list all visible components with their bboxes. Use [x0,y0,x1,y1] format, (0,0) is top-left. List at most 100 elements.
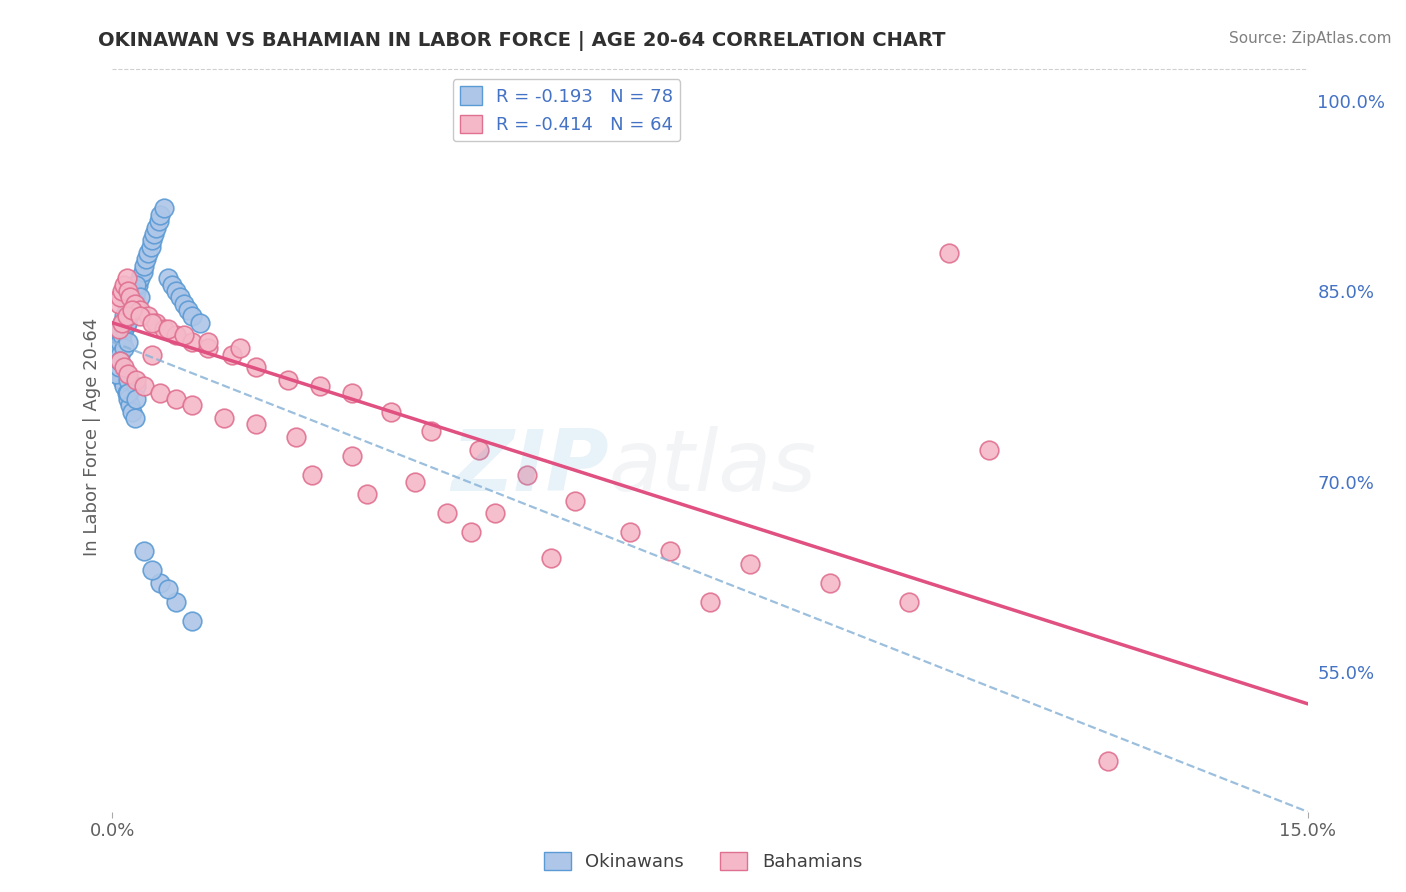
Point [124,297,146,311]
Point [124,411,146,425]
Point [162,277,183,292]
Point [229,341,252,355]
Point [516,468,538,483]
Point [132,265,155,279]
Legend: R = -0.193   N = 78, R = -0.414   N = 64: R = -0.193 N = 78, R = -0.414 N = 64 [453,79,681,141]
Point [118,398,141,412]
Text: ZIP: ZIP [451,425,609,508]
Point [165,595,187,609]
Point [340,449,363,463]
Point [356,487,378,501]
Point [818,576,841,591]
Point [110,347,132,361]
Point [108,322,131,336]
Point [165,392,187,406]
Point [117,334,139,349]
Point [149,208,172,222]
Point [142,227,165,241]
Point [188,316,211,330]
Point [127,277,149,292]
Point [111,284,134,298]
Point [699,595,721,609]
Point [114,322,135,336]
Text: OKINAWAN VS BAHAMIAN IN LABOR FORCE | AGE 20-64 CORRELATION CHART: OKINAWAN VS BAHAMIAN IN LABOR FORCE | AG… [98,31,946,51]
Point [277,373,299,387]
Point [118,303,141,318]
Point [301,468,323,483]
Point [110,354,132,368]
Point [125,392,148,406]
Point [173,297,195,311]
Point [121,303,143,318]
Point [108,354,131,368]
Point [118,290,141,304]
Point [114,360,135,375]
Point [115,310,138,324]
Point [125,373,148,387]
Point [169,290,191,304]
Point [139,239,162,253]
Point [165,328,187,343]
Point [977,442,1000,457]
Point [115,316,138,330]
Point [404,475,426,489]
Point [181,334,204,349]
Point [738,557,761,571]
Point [111,334,134,349]
Point [145,220,167,235]
Point [121,303,143,318]
Point [111,316,134,330]
Point [138,310,160,324]
Point [129,271,152,285]
Point [105,360,128,375]
Point [121,297,143,311]
Point [110,354,132,368]
Point [111,328,134,343]
Point [125,297,148,311]
Point [117,373,139,387]
Point [145,316,167,330]
Point [181,614,204,628]
Point [138,246,160,260]
Point [114,322,135,336]
Point [436,506,458,520]
Point [135,252,157,267]
Point [540,550,562,565]
Point [108,360,131,375]
Point [468,442,491,457]
Point [134,544,156,558]
Point [110,341,132,355]
Point [938,246,960,260]
Point [245,360,267,375]
Point [129,310,152,324]
Legend: Okinawans, Bahamians: Okinawans, Bahamians [537,845,869,879]
Point [108,328,131,343]
Point [129,303,152,318]
Point [124,290,146,304]
Point [460,525,482,540]
Point [149,576,172,591]
Point [117,392,139,406]
Point [898,595,921,609]
Point [108,341,131,355]
Point [659,544,682,558]
Point [117,385,139,400]
Text: atlas: atlas [609,425,817,508]
Point [110,334,132,349]
Point [111,373,134,387]
Point [484,506,506,520]
Point [114,379,135,393]
Point [340,385,363,400]
Point [110,367,132,381]
Point [197,334,219,349]
Point [1097,754,1119,768]
Point [564,493,586,508]
Point [115,303,138,318]
Point [134,259,156,273]
Point [114,341,135,355]
Point [165,284,187,298]
Point [117,310,139,324]
Point [125,277,148,292]
Point [134,379,156,393]
Point [114,310,135,324]
